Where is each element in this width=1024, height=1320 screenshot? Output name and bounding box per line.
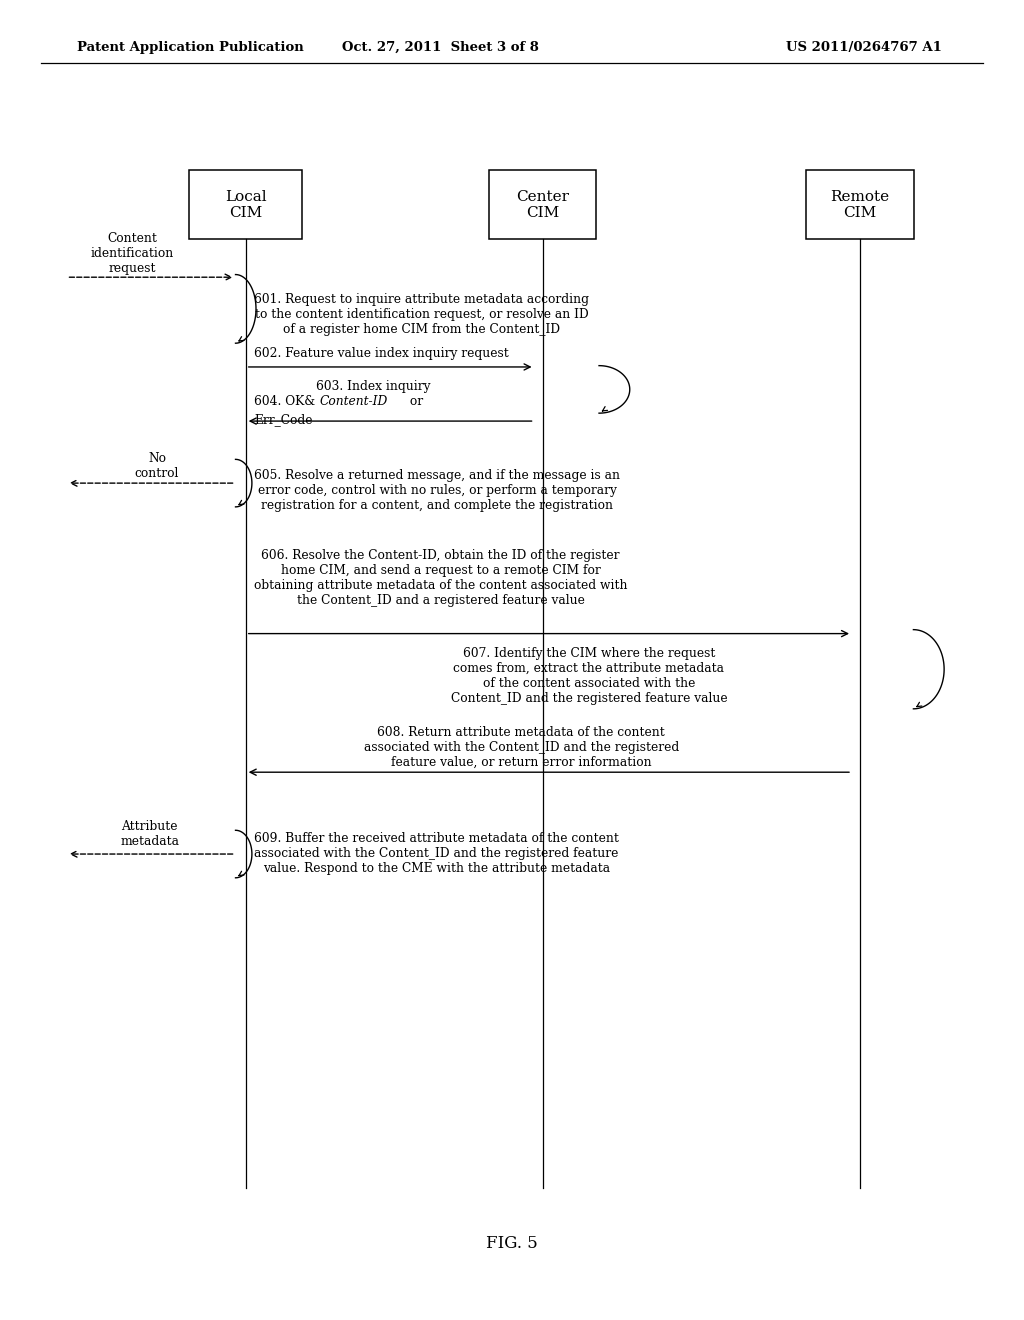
Text: 604. OK&: 604. OK& <box>254 395 315 408</box>
Text: 606. Resolve the Content-ID, obtain the ID of the register
home CIM, and send a : 606. Resolve the Content-ID, obtain the … <box>254 549 628 607</box>
Text: Center
CIM: Center CIM <box>516 190 569 219</box>
Text: 603. Index inquiry: 603. Index inquiry <box>315 380 430 393</box>
Text: Content-ID: Content-ID <box>319 395 388 408</box>
Text: 605. Resolve a returned message, and if the message is an
error code, control wi: 605. Resolve a returned message, and if … <box>254 469 620 512</box>
Text: No
control: No control <box>135 451 179 480</box>
FancyBboxPatch shape <box>807 170 913 239</box>
Text: 601. Request to inquire attribute metadata according
to the content identificati: 601. Request to inquire attribute metada… <box>254 293 589 337</box>
Text: Remote
CIM: Remote CIM <box>830 190 890 219</box>
Text: Attribute
metadata: Attribute metadata <box>120 820 179 849</box>
Text: Err_Code: Err_Code <box>254 413 312 426</box>
Text: or: or <box>406 395 423 408</box>
Text: 602. Feature value index inquiry request: 602. Feature value index inquiry request <box>254 347 509 360</box>
Text: US 2011/0264767 A1: US 2011/0264767 A1 <box>786 41 942 54</box>
Text: Local
CIM: Local CIM <box>225 190 266 219</box>
Text: Patent Application Publication: Patent Application Publication <box>77 41 303 54</box>
Text: 608. Return attribute metadata of the content
associated with the Content_ID and: 608. Return attribute metadata of the co… <box>364 726 679 770</box>
Text: 609. Buffer the received attribute metadata of the content
associated with the C: 609. Buffer the received attribute metad… <box>254 832 618 875</box>
Text: Oct. 27, 2011  Sheet 3 of 8: Oct. 27, 2011 Sheet 3 of 8 <box>342 41 539 54</box>
FancyBboxPatch shape <box>189 170 302 239</box>
Text: FIG. 5: FIG. 5 <box>486 1236 538 1251</box>
Text: Content
identification
request: Content identification request <box>91 232 174 275</box>
Text: 607. Identify the CIM where the request
comes from, extract the attribute metada: 607. Identify the CIM where the request … <box>451 647 727 705</box>
FancyBboxPatch shape <box>489 170 596 239</box>
